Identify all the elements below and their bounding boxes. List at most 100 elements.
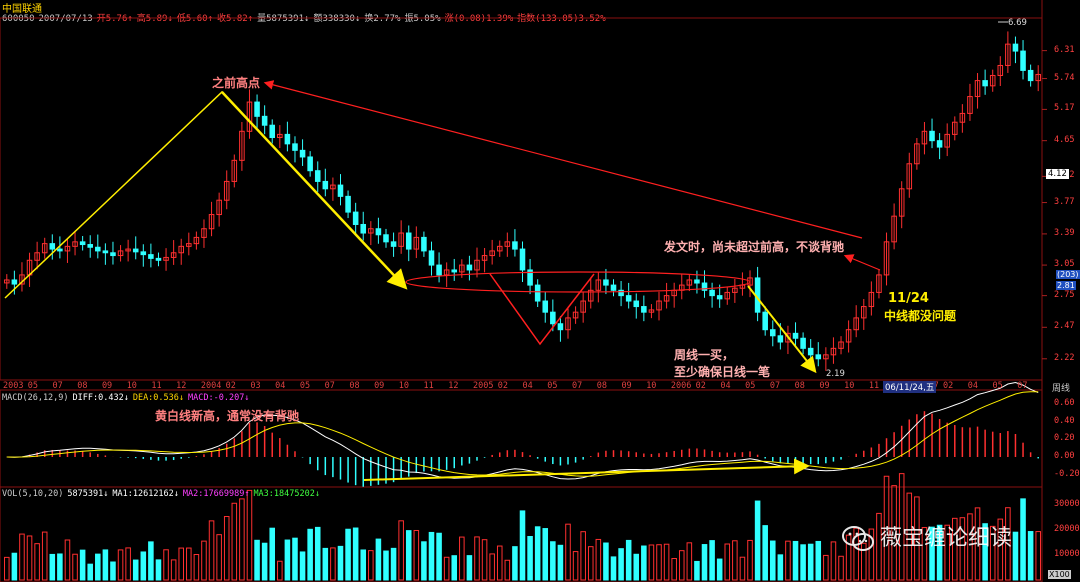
- volume-bar-66: [504, 559, 511, 581]
- quote-field-5: 收5.82↑: [216, 14, 254, 24]
- volume-bar-7: [57, 553, 63, 581]
- volume-bar-14: [110, 561, 116, 581]
- volume-bar-35: [269, 527, 276, 581]
- date-tick-label-35: 11: [868, 381, 880, 391]
- volume-bar-124: [944, 524, 950, 581]
- volume-bar-18: [140, 551, 147, 581]
- volume-bar-112: [853, 527, 859, 581]
- candle-body-12: [95, 246, 101, 252]
- quote-field-0: 600050: [2, 14, 35, 24]
- price-panel-frame: [0, 17, 1043, 381]
- candle-body-1: [11, 279, 18, 285]
- candle-body-125: [952, 121, 958, 135]
- volume-bar-69: [527, 536, 533, 581]
- candle-body-43: [330, 184, 336, 190]
- candle-body-81: [618, 289, 624, 297]
- candle-body-83: [633, 300, 640, 308]
- volume-header: VOL(5,10,20) 5875391↓ MA1:12612162↓ MA2:176…: [2, 489, 324, 499]
- volume-bar-58: [443, 556, 450, 581]
- candle-body-55: [421, 236, 427, 252]
- candle-body-93: [709, 289, 715, 297]
- date-tick-label-15: 09: [374, 381, 385, 391]
- candle-body-78: [595, 279, 602, 291]
- candle-body-42: [322, 180, 329, 190]
- prev-high-arrow: [263, 80, 863, 239]
- volume-bar-85: [648, 544, 655, 581]
- volume-bar-110: [838, 555, 844, 581]
- volume-bar-95: [724, 543, 731, 581]
- volume-bar-72: [550, 541, 556, 581]
- date-tick-label-27: 2006: [670, 381, 692, 391]
- volume-bar-78: [595, 538, 602, 581]
- candle-body-71: [542, 300, 549, 313]
- date-tick-label-24: 08: [596, 381, 607, 391]
- quote-field-9: 振5.05%: [404, 14, 441, 24]
- quote-field-4: 低5.60↑: [176, 14, 213, 24]
- date-tick-label-16: 10: [398, 381, 410, 391]
- candle-body-69: [527, 269, 533, 286]
- candle-body-41: [314, 170, 321, 182]
- volume-bar-4: [34, 543, 40, 581]
- candle-body-16: [125, 248, 131, 252]
- price-tick-label-3: 4.65: [1054, 134, 1075, 145]
- price-tick-label-1: 5.74: [1054, 72, 1075, 83]
- weekly-down-arrow: [747, 285, 817, 374]
- date-tick-label-40: 05: [992, 381, 1003, 391]
- volume-bar-38: [292, 537, 298, 581]
- volume-bar-17: [132, 559, 139, 581]
- volume-bar-70: [534, 526, 541, 581]
- date-tick-label-3: 08: [77, 381, 88, 391]
- volume-tick-label-1: 200000: [1054, 523, 1080, 534]
- date-tick-label-18: 12: [448, 381, 459, 391]
- candle-body-53: [405, 232, 412, 250]
- candle-body-74: [565, 317, 571, 331]
- candle-body-11: [87, 244, 93, 248]
- candle-body-49: [375, 228, 382, 236]
- volume-bar-1: [11, 552, 18, 581]
- candle-body-112: [853, 317, 859, 331]
- volume-bar-135: [1027, 531, 1034, 581]
- volume-bar-125: [952, 517, 958, 581]
- volume-bar-96: [732, 540, 738, 581]
- candle-body-27: [208, 214, 215, 230]
- date-tick-label-23: 07: [571, 381, 583, 391]
- candle-body-68: [519, 248, 526, 271]
- volume-unit: X100: [1048, 570, 1071, 579]
- candle-body-44: [337, 184, 344, 197]
- candle-body-62: [474, 259, 480, 271]
- date-tick-label-6: 11: [151, 381, 162, 391]
- volume-bar-77: [587, 546, 594, 581]
- volume-bar-41: [314, 526, 321, 581]
- date-tick-label-21: 04: [522, 381, 533, 391]
- volume-bar-47: [360, 549, 367, 581]
- vol-field-2: MA1:12612162↓: [112, 489, 179, 499]
- candle-body-135: [1027, 69, 1034, 82]
- candle-body-36: [277, 133, 283, 139]
- volume-bar-101: [769, 540, 776, 581]
- candle-body-126: [959, 112, 966, 123]
- volume-bar-44: [337, 545, 344, 581]
- candle-body-20: [155, 257, 162, 261]
- candle-body-19: [148, 254, 154, 259]
- volume-bar-130: [989, 525, 996, 581]
- volume-bar-36: [277, 560, 283, 581]
- volume-tick-label-0: 300000: [1054, 498, 1080, 509]
- candle-body-90: [686, 279, 693, 286]
- low-price-label: 2.19: [826, 369, 845, 379]
- volume-bar-109: [830, 541, 837, 581]
- volume-bar-133: [1012, 531, 1019, 581]
- date-tick-label-5: 10: [126, 381, 137, 391]
- volume-bar-132: [1005, 507, 1011, 581]
- date-tick-label-28: 02: [695, 381, 706, 391]
- volume-bar-82: [625, 539, 632, 581]
- candle-body-129: [982, 80, 988, 87]
- annotation-prev-high: 之前高点: [212, 76, 261, 90]
- candle-body-104: [792, 332, 799, 339]
- stock-title: 中国联通: [2, 4, 42, 15]
- writing-arrow: [843, 254, 881, 271]
- volume-bar-37: [284, 539, 291, 581]
- volume-bar-45: [345, 528, 351, 581]
- volume-bar-120: [914, 496, 920, 581]
- candle-body-94: [716, 295, 723, 300]
- volume-bar-15: [117, 549, 124, 581]
